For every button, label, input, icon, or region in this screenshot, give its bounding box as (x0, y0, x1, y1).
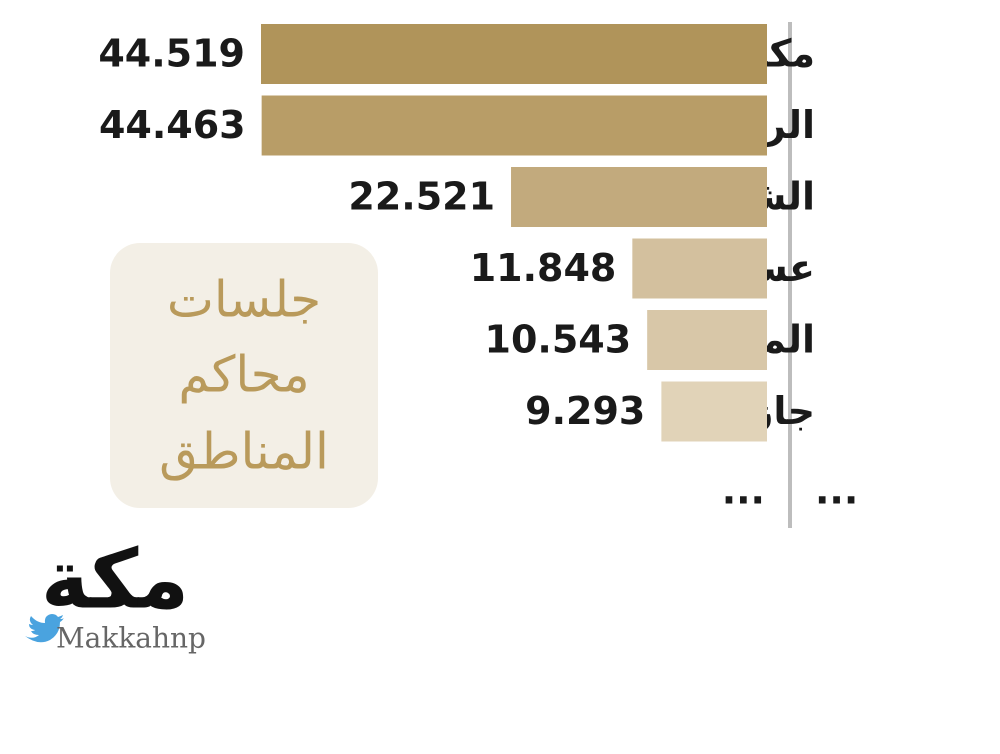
bar (261, 95, 767, 156)
continuation-value: ... (722, 469, 765, 513)
continuation-category: ... (815, 469, 858, 513)
twitter-icon (25, 614, 64, 643)
value-label: 44.463 (99, 103, 246, 147)
value-label: 9.293 (525, 389, 645, 433)
annotation: محاكم (178, 346, 309, 404)
value-label: 44.519 (98, 32, 245, 76)
bar (632, 238, 767, 299)
bar (661, 381, 767, 442)
bar (261, 24, 767, 84)
logo-handle: Makkahnp (56, 622, 206, 655)
annotation: جلسات (167, 271, 321, 329)
value-label: 22.521 (348, 175, 495, 219)
annotation-box (110, 243, 378, 508)
annotation: المناطق (159, 423, 329, 481)
logo-name: مكة (41, 532, 189, 627)
value-label: 11.848 (470, 246, 617, 290)
bar (647, 310, 767, 370)
value-label: 10.543 (485, 318, 632, 362)
bar (511, 167, 767, 227)
